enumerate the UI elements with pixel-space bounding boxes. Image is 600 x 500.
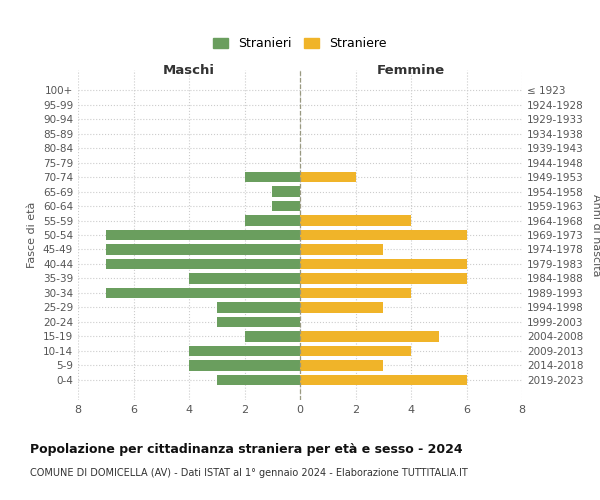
Bar (300, 374, 467, 385)
Bar (300, 172, 355, 182)
Bar (272, 201, 300, 211)
Bar (300, 302, 383, 312)
Bar (245, 172, 300, 182)
Bar (300, 273, 467, 283)
Bar (245, 331, 300, 342)
Text: Femmine: Femmine (377, 64, 445, 77)
Bar (300, 346, 411, 356)
Bar (189, 360, 300, 370)
Bar (300, 360, 383, 370)
Bar (272, 186, 300, 197)
Bar (300, 216, 411, 226)
Bar (217, 374, 300, 385)
Text: Maschi: Maschi (163, 64, 215, 77)
Bar (300, 288, 411, 298)
Bar (300, 258, 467, 269)
Bar (189, 346, 300, 356)
Bar (300, 230, 467, 240)
Text: Popolazione per cittadinanza straniera per età e sesso - 2024: Popolazione per cittadinanza straniera p… (30, 442, 463, 456)
Y-axis label: Fasce di età: Fasce di età (28, 202, 37, 268)
Bar (106, 230, 300, 240)
Y-axis label: Anni di nascita: Anni di nascita (590, 194, 600, 276)
Legend: Stranieri, Straniere: Stranieri, Straniere (209, 34, 391, 54)
Text: COMUNE DI DOMICELLA (AV) - Dati ISTAT al 1° gennaio 2024 - Elaborazione TUTTITAL: COMUNE DI DOMICELLA (AV) - Dati ISTAT al… (30, 468, 468, 478)
Bar (106, 288, 300, 298)
Bar (217, 302, 300, 312)
Bar (217, 316, 300, 327)
Bar (106, 244, 300, 254)
Bar (106, 258, 300, 269)
Bar (300, 331, 439, 342)
Bar (245, 216, 300, 226)
Bar (189, 273, 300, 283)
Bar (300, 244, 383, 254)
